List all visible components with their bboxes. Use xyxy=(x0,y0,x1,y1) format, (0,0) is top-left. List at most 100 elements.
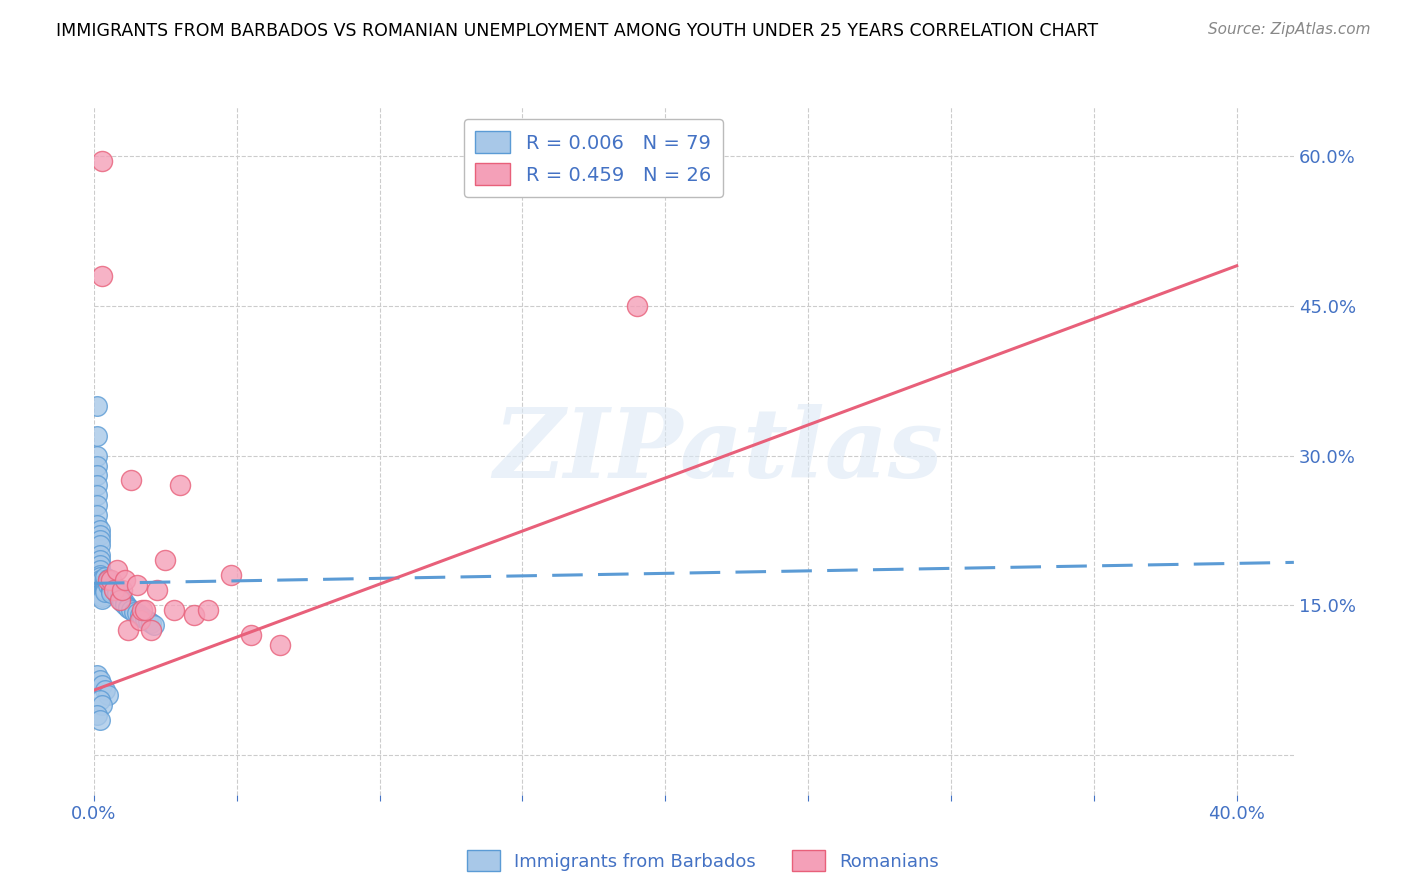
Point xyxy=(86,708,108,723)
Point xyxy=(97,574,120,588)
Point xyxy=(105,587,128,601)
Point xyxy=(94,577,117,591)
Point xyxy=(163,603,186,617)
Point xyxy=(122,605,145,619)
Point xyxy=(146,583,169,598)
Point xyxy=(91,584,114,599)
Point xyxy=(111,593,134,607)
Point xyxy=(219,568,242,582)
Legend: Immigrants from Barbados, Romanians: Immigrants from Barbados, Romanians xyxy=(460,843,946,879)
Point xyxy=(97,688,120,702)
Point xyxy=(105,585,128,599)
Point xyxy=(94,575,117,590)
Point xyxy=(626,299,648,313)
Point xyxy=(134,612,156,626)
Point xyxy=(169,478,191,492)
Point xyxy=(111,591,134,606)
Point xyxy=(100,584,122,599)
Point xyxy=(108,593,131,607)
Point xyxy=(114,574,136,588)
Point xyxy=(89,576,111,591)
Text: IMMIGRANTS FROM BARBADOS VS ROMANIAN UNEMPLOYMENT AMONG YOUTH UNDER 25 YEARS COR: IMMIGRANTS FROM BARBADOS VS ROMANIAN UNE… xyxy=(56,22,1098,40)
Point xyxy=(128,608,150,623)
Point xyxy=(142,618,165,632)
Point xyxy=(91,268,114,283)
Point xyxy=(86,428,108,442)
Point xyxy=(100,574,122,588)
Point xyxy=(91,582,114,597)
Point xyxy=(136,615,159,629)
Point xyxy=(108,588,131,602)
Point xyxy=(97,576,120,591)
Point xyxy=(89,568,111,582)
Point xyxy=(89,558,111,573)
Point xyxy=(89,570,111,584)
Point xyxy=(89,538,111,552)
Point xyxy=(89,673,111,688)
Legend: R = 0.006   N = 79, R = 0.459   N = 26: R = 0.006 N = 79, R = 0.459 N = 26 xyxy=(464,120,723,197)
Point xyxy=(139,616,162,631)
Point xyxy=(86,668,108,682)
Point xyxy=(117,601,139,615)
Point xyxy=(91,153,114,168)
Point xyxy=(91,591,114,605)
Point xyxy=(91,574,114,588)
Point xyxy=(89,553,111,567)
Point xyxy=(94,582,117,596)
Point xyxy=(269,638,291,652)
Point xyxy=(100,580,122,594)
Point xyxy=(94,570,117,584)
Point xyxy=(89,533,111,548)
Point xyxy=(86,478,108,492)
Point xyxy=(105,563,128,577)
Point xyxy=(89,574,111,588)
Point xyxy=(89,528,111,542)
Point xyxy=(111,595,134,609)
Point xyxy=(91,592,114,607)
Point xyxy=(91,678,114,692)
Point xyxy=(240,628,263,642)
Point xyxy=(100,586,122,600)
Point xyxy=(139,624,162,638)
Point xyxy=(134,603,156,617)
Point xyxy=(97,572,120,586)
Point xyxy=(103,580,125,594)
Point xyxy=(114,599,136,613)
Point xyxy=(89,563,111,577)
Point xyxy=(91,580,114,594)
Point xyxy=(86,458,108,473)
Point xyxy=(131,610,153,624)
Point xyxy=(111,583,134,598)
Point xyxy=(105,583,128,598)
Point xyxy=(103,582,125,597)
Point xyxy=(117,600,139,615)
Point xyxy=(86,518,108,533)
Point xyxy=(86,499,108,513)
Point xyxy=(91,588,114,602)
Text: ZIPatlas: ZIPatlas xyxy=(494,403,942,498)
Point xyxy=(89,549,111,563)
Point xyxy=(114,596,136,610)
Point xyxy=(89,693,111,707)
Point xyxy=(128,613,150,627)
Point xyxy=(89,713,111,727)
Point xyxy=(155,553,177,567)
Point xyxy=(100,582,122,597)
Point xyxy=(125,578,148,592)
Point xyxy=(197,603,219,617)
Point xyxy=(94,585,117,599)
Point xyxy=(89,524,111,538)
Point xyxy=(125,607,148,621)
Text: Source: ZipAtlas.com: Source: ZipAtlas.com xyxy=(1208,22,1371,37)
Point xyxy=(86,508,108,523)
Point xyxy=(103,578,125,592)
Point xyxy=(103,583,125,598)
Point xyxy=(108,591,131,605)
Point xyxy=(120,603,142,617)
Point xyxy=(91,698,114,713)
Point xyxy=(97,574,120,589)
Point xyxy=(94,583,117,598)
Point xyxy=(183,608,205,623)
Point xyxy=(91,578,114,592)
Point xyxy=(86,468,108,483)
